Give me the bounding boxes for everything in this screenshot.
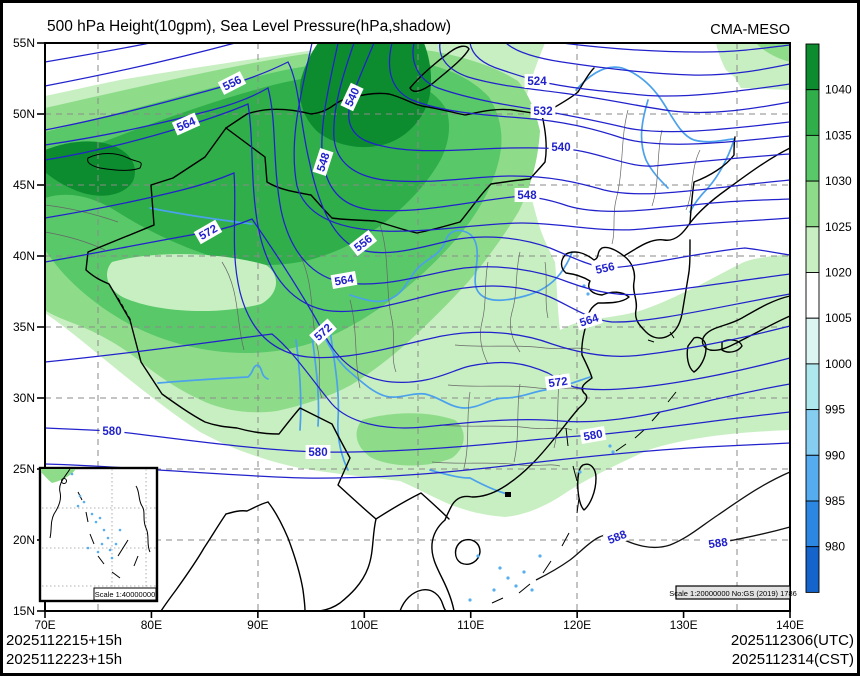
- colorbar-tick-label: 985: [825, 494, 845, 508]
- lon-label: 80E: [141, 618, 162, 632]
- contour-label: 548: [514, 188, 540, 202]
- lon-axis-labels: 70E 80E 90E 100E 110E 120E 130E 140E: [34, 618, 804, 632]
- colorbar-segment: [805, 317, 820, 365]
- colorbar-segment: [805, 43, 820, 91]
- colorbar-tick-label: 980: [825, 540, 845, 554]
- colorbar-tick-label: 1040: [825, 83, 852, 97]
- contour-label: 580: [99, 424, 125, 438]
- lat-label: 25N: [13, 462, 35, 476]
- svg-text:564: 564: [578, 312, 601, 330]
- contour-label: 548: [312, 148, 334, 176]
- colorbar-segment: [805, 272, 820, 319]
- contour-label: 556: [591, 258, 619, 278]
- contour-label: 572: [544, 373, 572, 391]
- lat-label: 55N: [13, 36, 35, 50]
- valid-time-cst: 2025112314(CST): [732, 651, 854, 668]
- contour-label: 524: [524, 74, 550, 88]
- contour-labels: 5565405645485725565645725245325405485565…: [99, 71, 732, 552]
- lon-label: 100E: [350, 618, 378, 632]
- axis-ticks: [37, 42, 791, 618]
- contour-label: 588: [704, 534, 732, 552]
- colorbar-segment: [805, 546, 820, 593]
- svg-text:556: 556: [595, 261, 616, 277]
- colorbar-segment: [805, 500, 820, 548]
- run-time-utc: 2025112215+15h: [6, 632, 122, 649]
- contour-label: 540: [548, 140, 574, 154]
- colorbar-tick-label: 1020: [825, 266, 852, 280]
- contour-label: 564: [575, 309, 603, 331]
- svg-text:564: 564: [334, 273, 356, 288]
- colorbar-segment: [805, 409, 820, 456]
- colorbar-tick-label: 1030: [825, 174, 852, 188]
- lon-label: 130E: [670, 618, 698, 632]
- svg-text:548: 548: [517, 190, 537, 202]
- svg-text:588: 588: [708, 537, 729, 552]
- valid-time-utc: 2025112306(UTC): [731, 632, 854, 649]
- svg-text:580: 580: [308, 447, 327, 459]
- svg-text:532: 532: [533, 106, 552, 118]
- svg-text:540: 540: [551, 142, 570, 154]
- lat-label: 45N: [13, 178, 35, 192]
- sea-speckles: [468, 284, 615, 602]
- lat-label: 15N: [13, 604, 35, 618]
- colorbar: 1040 1035 1030 1025 1020 1005 1000 995 990 985 980: [805, 43, 852, 593]
- colorbar-tick-label: 1005: [825, 311, 852, 325]
- coastlines: [85, 45, 791, 612]
- lon-label: 70E: [34, 618, 55, 632]
- lat-label: 35N: [13, 320, 35, 334]
- colorbar-segment: [805, 180, 820, 228]
- lat-axis-labels: 55N 50N 45N 40N 35N 30N 25N 20N 15N: [13, 36, 35, 618]
- scale-note: Scale 1:20000000 No:GS (2019) 1786: [669, 589, 797, 598]
- colorbar-segment: [805, 134, 820, 182]
- colorbar-segment: [805, 363, 820, 411]
- inset-speckles: [70, 472, 122, 560]
- lon-label: 110E: [457, 618, 484, 632]
- lon-label: 120E: [563, 618, 591, 632]
- colorbar-tick-label: 1000: [825, 357, 852, 371]
- lon-label: 90E: [247, 618, 268, 632]
- inset-map: Scale 1:40000000: [38, 466, 159, 603]
- contour-label: 580: [305, 445, 331, 459]
- lat-label: 40N: [13, 249, 35, 263]
- lat-label: 20N: [13, 533, 35, 547]
- scale-box: Scale 1:20000000 No:GS (2019) 1786: [669, 585, 797, 600]
- colorbar-tick-label: 990: [825, 448, 845, 462]
- colorbar-segment: [805, 454, 820, 502]
- contour-label: 532: [530, 104, 556, 118]
- colorbar-tick-label: 995: [825, 403, 845, 417]
- svg-text:580: 580: [583, 428, 604, 443]
- page-title: 500 hPa Height(10gpm), Sea Level Pressur…: [47, 18, 451, 35]
- contour-label: 564: [330, 270, 358, 290]
- svg-text:524: 524: [527, 76, 547, 88]
- colorbar-segment: [805, 89, 820, 136]
- lon-label: 140E: [776, 618, 804, 632]
- model-label: CMA-MESO: [710, 22, 790, 38]
- run-time-cst: 2025112223+15h: [6, 651, 122, 668]
- lat-label: 30N: [13, 391, 35, 405]
- colorbar-tick-label: 1025: [825, 220, 852, 234]
- inset-scale-note: Scale 1:40000000: [95, 590, 155, 599]
- contour-label: 580: [579, 425, 607, 445]
- colorbar-tick-label: 1035: [825, 128, 852, 142]
- svg-text:580: 580: [102, 426, 121, 438]
- svg-text:572: 572: [548, 376, 569, 391]
- lat-label: 50N: [13, 107, 35, 121]
- svg-text:548: 548: [315, 151, 333, 174]
- colorbar-segment: [805, 226, 820, 273]
- admin-borders: [44, 109, 701, 469]
